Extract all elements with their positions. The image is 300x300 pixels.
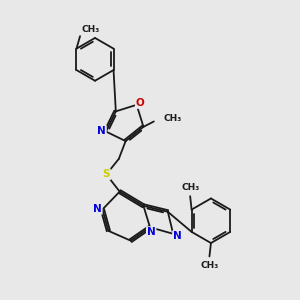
- Text: CH₃: CH₃: [200, 261, 219, 270]
- Text: CH₃: CH₃: [82, 25, 100, 34]
- Text: N: N: [97, 126, 106, 136]
- Text: N: N: [93, 204, 102, 214]
- Text: CH₃: CH₃: [164, 114, 182, 123]
- Text: CH₃: CH₃: [181, 183, 199, 192]
- Text: S: S: [103, 169, 110, 179]
- Text: N: N: [147, 227, 156, 237]
- Text: N: N: [173, 231, 182, 241]
- Text: O: O: [136, 98, 145, 108]
